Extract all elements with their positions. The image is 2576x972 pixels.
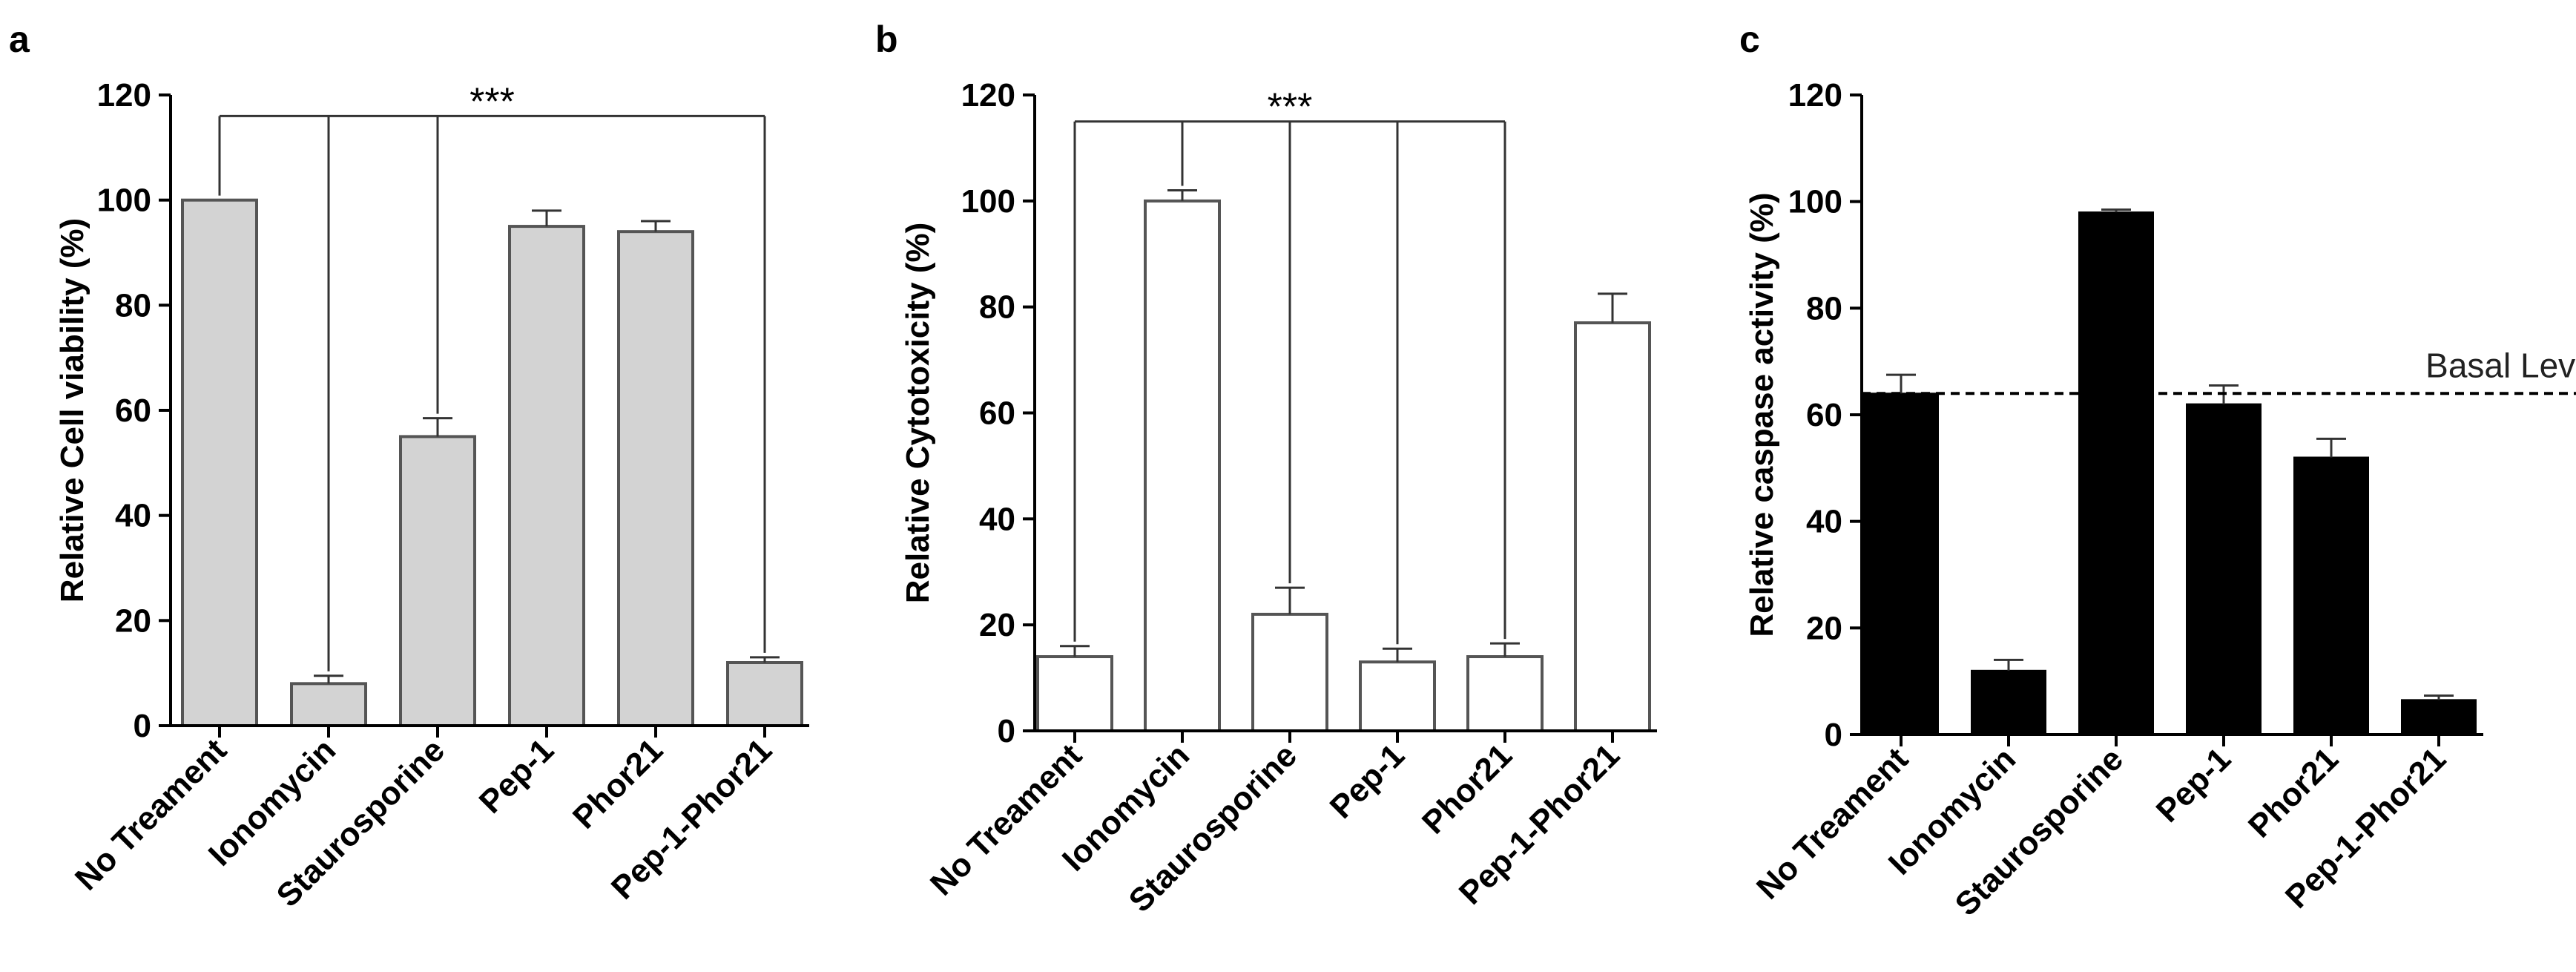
bar-c-4: [2293, 456, 2369, 735]
category-label-c-4: Phor21: [2241, 741, 2345, 844]
y-tick-label-a-3: 60: [115, 393, 151, 429]
bar-b-3: [1359, 660, 1436, 732]
y-tick-label-c-4: 80: [1806, 290, 1842, 326]
bar-a-0: [181, 198, 258, 727]
y-tick-label-b-6: 120: [961, 77, 1015, 114]
category-label-a-0: No Treament: [68, 732, 234, 897]
y-tick-label-c-0: 0: [1825, 717, 1842, 753]
y-axis-title-c: Relative caspase activity (%): [1744, 192, 1780, 637]
y-tick-label-c-5: 100: [1788, 184, 1842, 220]
bar-c-3: [2186, 403, 2262, 736]
y-axis-title-b: Relative Cytotoxicity (%): [900, 223, 936, 603]
y-tick-label-a-5: 100: [97, 183, 151, 219]
bar-b-0: [1036, 655, 1113, 732]
y-tick-label-c-6: 120: [1788, 77, 1842, 114]
y-axis-title-a: Relative Cell viability (%): [54, 218, 90, 602]
y-tick-label-b-4: 80: [979, 289, 1015, 326]
y-tick-label-b-5: 100: [961, 183, 1015, 220]
sig-label-b: ***: [1268, 86, 1313, 129]
y-tick-label-b-0: 0: [998, 713, 1015, 749]
y-tick-label-a-4: 80: [115, 287, 151, 324]
bar-c-1: [1971, 669, 2046, 735]
category-label-b-3: Pep-1: [1323, 737, 1411, 825]
category-label-b-0: No Treament: [923, 737, 1089, 902]
bar-b-1: [1144, 199, 1221, 733]
y-tick-label-b-1: 20: [979, 607, 1015, 643]
category-label-c-3: Pep-1: [2150, 741, 2238, 829]
y-tick-label-c-3: 60: [1806, 397, 1842, 433]
y-tick-label-a-2: 40: [115, 498, 151, 534]
bar-c-0: [1863, 393, 1939, 735]
reference-line-label-c: Basal Level: [2425, 346, 2576, 384]
panel-letter-c: c: [1739, 19, 1760, 60]
y-tick-label-c-1: 20: [1806, 610, 1842, 646]
y-tick-label-b-3: 60: [979, 395, 1015, 432]
bar-c-5: [2401, 699, 2477, 736]
bar-b-5: [1574, 321, 1651, 732]
y-tick-label-b-2: 40: [979, 501, 1015, 537]
bar-a-1: [290, 682, 367, 727]
category-label-c-0: No Treament: [1750, 741, 1915, 906]
bar-a-3: [508, 225, 585, 728]
bar-a-5: [726, 661, 803, 727]
y-tick-label-a-6: 120: [97, 77, 151, 114]
category-label-a-3: Pep-1: [472, 732, 561, 820]
bar-b-2: [1251, 612, 1328, 733]
category-label-b-4: Phor21: [1415, 737, 1519, 841]
bar-b-4: [1466, 655, 1544, 732]
y-tick-label-a-1: 20: [115, 602, 151, 639]
bar-a-4: [617, 230, 694, 727]
panel-letter-a: a: [9, 19, 30, 60]
sig-label-a: ***: [470, 80, 515, 123]
y-tick-label-c-2: 40: [1806, 504, 1842, 540]
panel-letter-b: b: [875, 19, 898, 60]
bar-a-2: [399, 435, 476, 728]
category-label-a-4: Phor21: [566, 732, 670, 835]
y-tick-label-a-0: 0: [134, 708, 151, 744]
bar-c-2: [2078, 211, 2154, 735]
